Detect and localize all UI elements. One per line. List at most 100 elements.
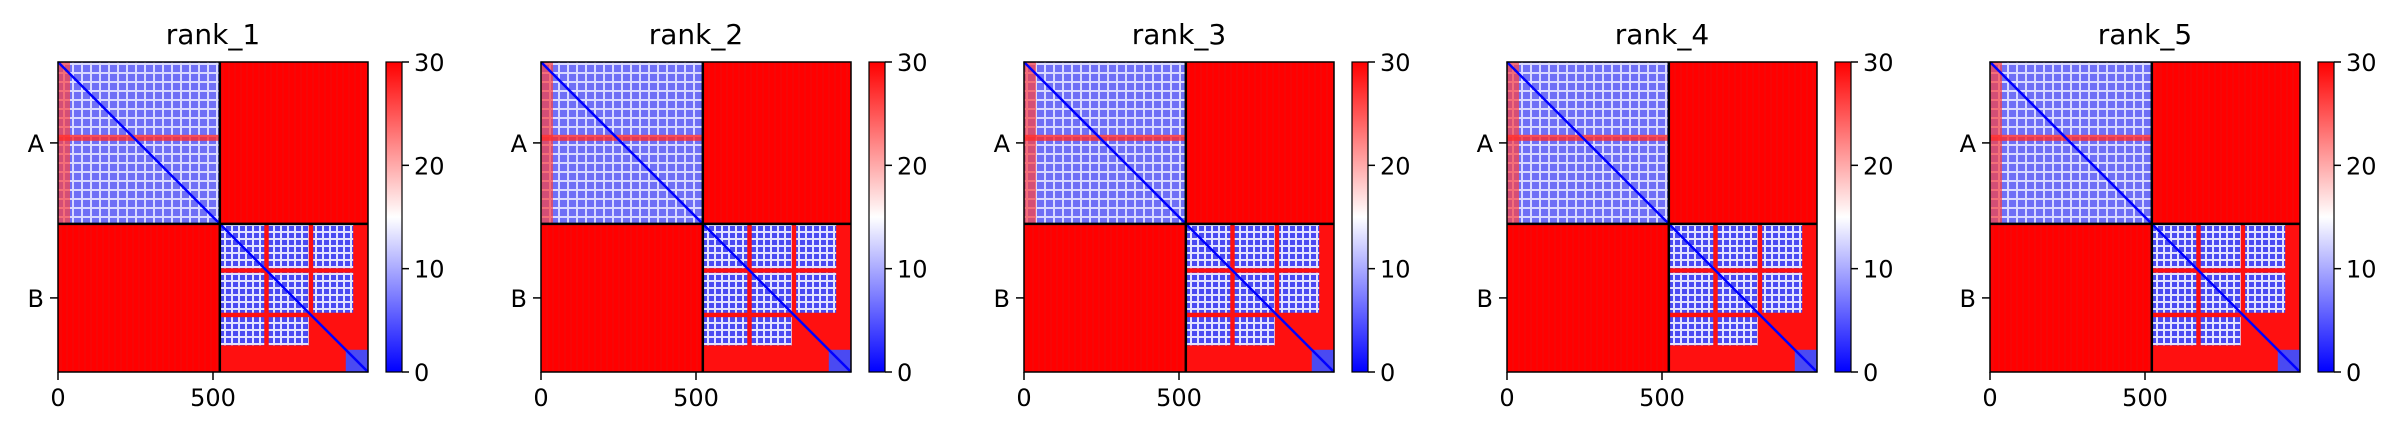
chain-b-island (1717, 317, 1758, 346)
chain-label: A (28, 130, 45, 158)
chain-label: A (511, 130, 528, 158)
colorbar-tick-label: 20 (2346, 152, 2377, 180)
chain-b-island (1185, 317, 1231, 346)
chain-a-stripe (1990, 134, 2152, 141)
chain-b-island (1668, 317, 1714, 346)
chain-b-island (1185, 272, 1231, 313)
chain-b-island (751, 317, 792, 346)
chain-label: B (994, 285, 1010, 313)
chain-label: B (1960, 285, 1976, 313)
chain-b-island (2151, 272, 2197, 313)
colorbar-tick-label: 0 (1863, 359, 1878, 387)
heatmap-diagonal (1023, 61, 1335, 373)
colorbar-tick-label: 10 (1863, 256, 1894, 284)
colorbar (1834, 61, 1852, 373)
heatmap-diagonal (1989, 61, 2301, 373)
chain-b-island (1762, 272, 1803, 313)
panel-title: rank_2 (649, 18, 743, 51)
colorbar-tick-label: 30 (1380, 49, 1411, 77)
chain-a-stripe (1507, 134, 1669, 141)
chain-b-island (796, 223, 837, 269)
colorbar-tick-label: 10 (1380, 256, 1411, 284)
pae-panel-1: rank_1 A B 0 500 0 10 20 30 (28, 18, 445, 412)
chain-b-island (702, 317, 748, 346)
chain-b-island (2200, 223, 2241, 269)
pae-panel-2: rank_2 A B 0 500 0 10 20 30 (511, 18, 928, 412)
colorbar (385, 61, 403, 373)
colorbar-tick-label: 0 (897, 359, 912, 387)
heatmap-diagonal (57, 61, 369, 373)
chain-b-island (796, 272, 837, 313)
pae-panel-5: rank_5 A B 0 500 0 10 20 30 (1960, 18, 2377, 412)
colorbar-tick-label: 10 (897, 256, 928, 284)
chain-b-island (2245, 272, 2286, 313)
x-tick-label: 0 (1499, 384, 1514, 412)
colorbar-tick-label: 20 (1863, 152, 1894, 180)
panel-title: rank_4 (1615, 18, 1709, 51)
chain-b-island (1668, 272, 1714, 313)
colorbar-tick-label: 10 (2346, 256, 2377, 284)
chain-b-island (313, 272, 354, 313)
chain-b-island (751, 223, 792, 269)
colorbar-tick-label: 30 (1863, 49, 1894, 77)
chain-b-island (1717, 223, 1758, 269)
x-tick-label: 0 (1016, 384, 1031, 412)
x-tick-label: 500 (1639, 384, 1685, 412)
heatmap-diagonal (1506, 61, 1818, 373)
chain-b-island (219, 272, 265, 313)
heatmap-diagonal (540, 61, 852, 373)
chain-label: B (1477, 285, 1493, 313)
chain-b-island (2200, 317, 2241, 346)
chain-a-stripe (58, 134, 220, 141)
chain-b-island (313, 223, 354, 269)
x-tick-label: 500 (2122, 384, 2168, 412)
chain-a-edge (1507, 62, 1519, 224)
chain-label: A (1960, 130, 1977, 158)
x-tick-label: 500 (190, 384, 236, 412)
chain-label: B (28, 285, 44, 313)
colorbar-tick-label: 10 (414, 256, 445, 284)
panel-title: rank_5 (2098, 18, 2192, 51)
colorbar (1351, 61, 1369, 373)
chain-b-island (268, 223, 309, 269)
chain-b-island (1234, 223, 1275, 269)
panel-title: rank_3 (1132, 18, 1226, 51)
chain-a-edge (1024, 62, 1036, 224)
chain-b-island (1279, 272, 1320, 313)
x-tick-label: 0 (50, 384, 65, 412)
colorbar (2317, 61, 2335, 373)
chain-b-island (2151, 317, 2197, 346)
chain-label: B (511, 285, 527, 313)
colorbar-tick-label: 0 (2346, 359, 2361, 387)
colorbar-tick-label: 30 (897, 49, 928, 77)
chain-label: A (994, 130, 1011, 158)
chain-b-island (1234, 317, 1275, 346)
chain-a-stripe (541, 134, 703, 141)
chain-a-edge (58, 62, 70, 224)
chain-b-island (1762, 223, 1803, 269)
chain-b-island (702, 272, 748, 313)
colorbar-tick-label: 30 (2346, 49, 2377, 77)
colorbar (868, 61, 886, 373)
chain-a-stripe (1024, 134, 1186, 141)
chain-label: A (1477, 130, 1494, 158)
colorbar-tick-label: 20 (414, 152, 445, 180)
colorbar-tick-label: 20 (1380, 152, 1411, 180)
x-tick-label: 0 (1982, 384, 1997, 412)
x-tick-label: 500 (673, 384, 719, 412)
chain-b-island (268, 317, 309, 346)
chain-a-edge (1990, 62, 2002, 224)
colorbar-tick-label: 30 (414, 49, 445, 77)
pae-panel-4: rank_4 A B 0 500 0 10 20 30 (1477, 18, 1894, 412)
pae-panel-3: rank_3 A B 0 500 0 10 20 30 (994, 18, 1411, 412)
x-tick-label: 500 (1156, 384, 1202, 412)
colorbar-tick-label: 0 (1380, 359, 1395, 387)
colorbar-tick-label: 0 (414, 359, 429, 387)
colorbar-tick-label: 20 (897, 152, 928, 180)
chain-b-island (2245, 223, 2286, 269)
chain-b-island (1279, 223, 1320, 269)
chain-a-edge (541, 62, 553, 224)
x-tick-label: 0 (533, 384, 548, 412)
